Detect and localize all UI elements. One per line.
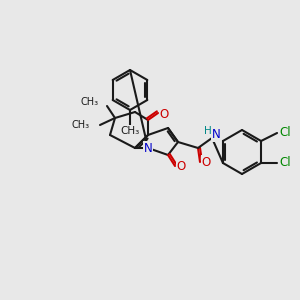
Text: CH₃: CH₃ [81,97,99,107]
Text: Cl: Cl [279,125,291,139]
Text: O: O [176,160,186,173]
Text: O: O [201,155,211,169]
Text: O: O [159,107,169,121]
Text: CH₃: CH₃ [120,126,140,136]
Text: N: N [212,128,220,142]
Text: CH₃: CH₃ [72,120,90,130]
Text: H: H [204,126,212,136]
Text: N: N [144,142,152,154]
Text: Cl: Cl [279,157,291,169]
